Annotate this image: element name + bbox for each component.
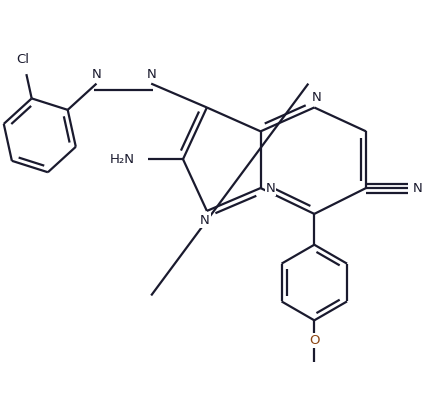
Text: N: N xyxy=(146,68,156,81)
Text: Cl: Cl xyxy=(16,53,30,66)
Text: N: N xyxy=(200,214,210,228)
Text: N: N xyxy=(311,91,321,104)
Text: N: N xyxy=(413,182,422,195)
Text: H₂N: H₂N xyxy=(109,153,134,166)
Text: N: N xyxy=(266,182,276,195)
Text: N: N xyxy=(92,68,101,81)
Text: O: O xyxy=(309,334,319,347)
